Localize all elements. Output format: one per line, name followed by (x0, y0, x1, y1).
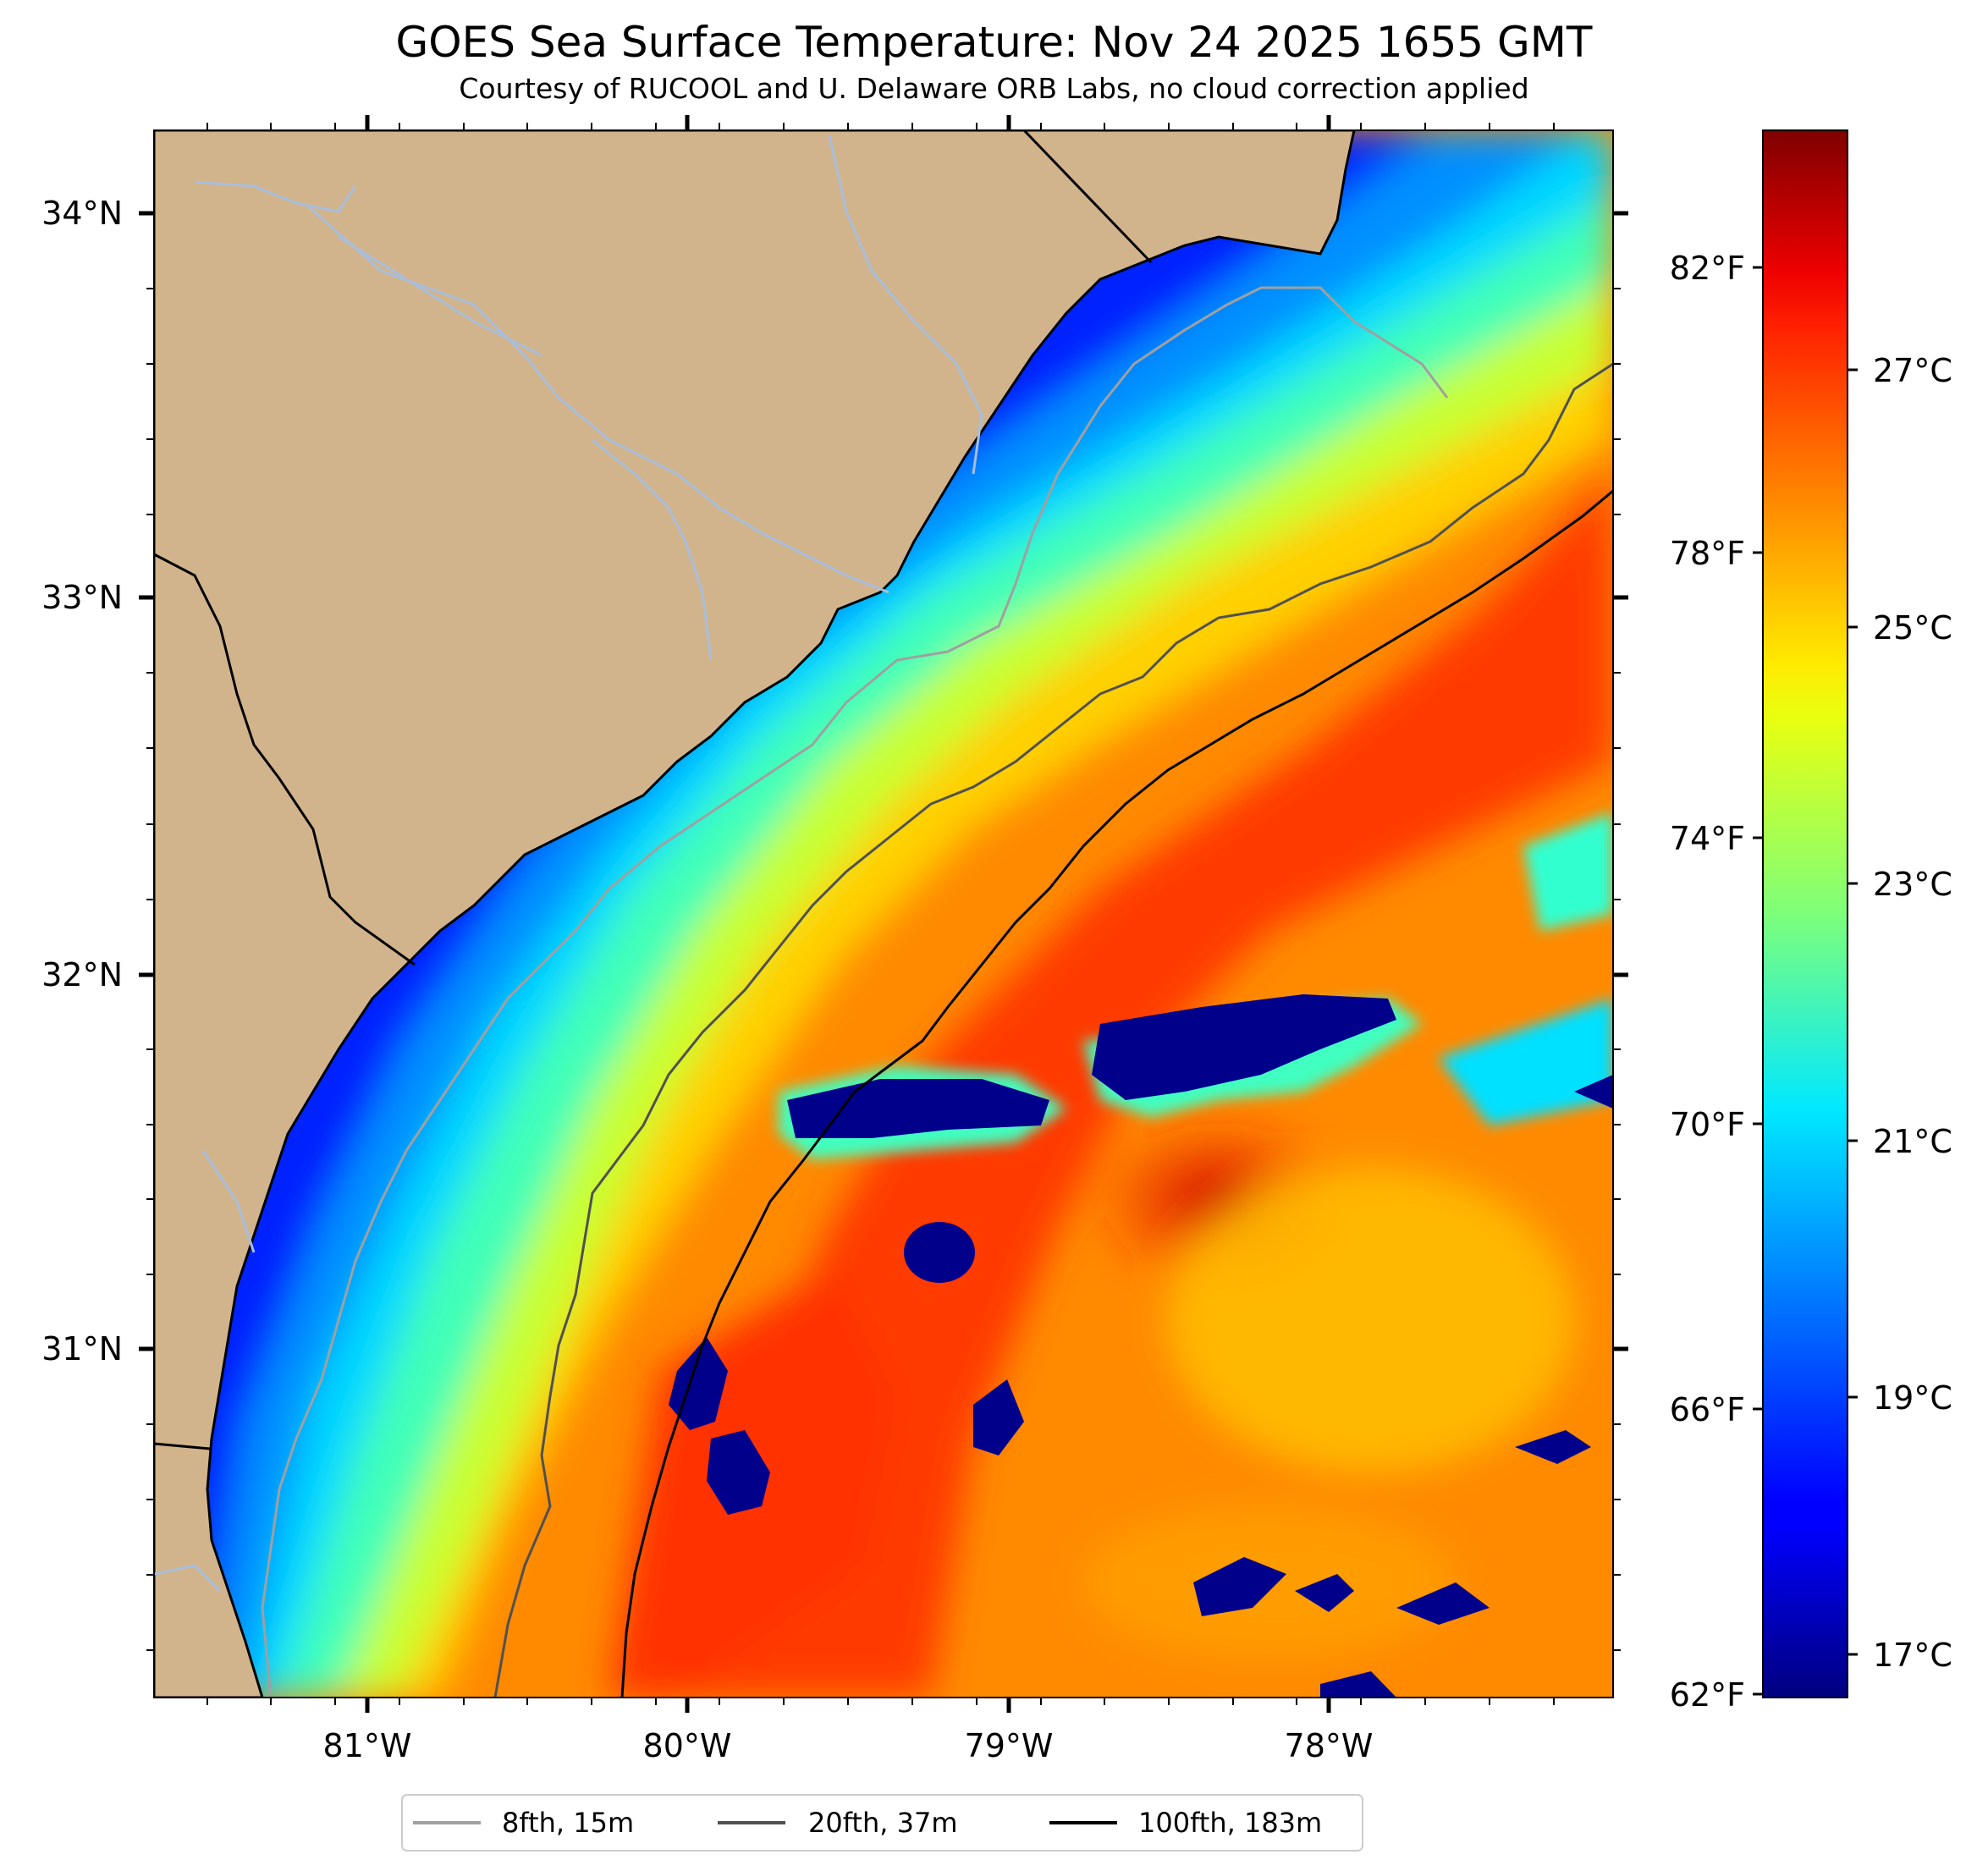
contour-8fth (261, 286, 1449, 1698)
minor-ticks (146, 123, 1621, 1705)
colorbar-f-label-82: 82°F (1670, 250, 1745, 287)
legend-label-20fth: 20fth, 37m (808, 1807, 957, 1839)
colorbar-f-label-78: 78°F (1670, 535, 1745, 572)
lat-label-33n: 33°N (41, 579, 123, 616)
map-frame (153, 129, 1614, 1698)
state-borders (154, 130, 1153, 1450)
map-title: GOES Sea Surface Temperature: Nov 24 202… (395, 18, 1593, 67)
legend-box (401, 1794, 1363, 1852)
colorbar-f-label-66: 66°F (1670, 1391, 1745, 1428)
legend: 8fth, 15m 20fth, 37m 100fth, 183m (401, 1794, 1363, 1852)
lon-label-79w: 79°W (965, 1727, 1054, 1764)
bathymetry-contours (261, 286, 1613, 1698)
contour-20fth (493, 362, 1613, 1698)
cloud-patches (669, 812, 1613, 1698)
colorbar-c-label-19: 19°C (1873, 1379, 1952, 1417)
land-mass (154, 130, 1356, 1698)
legend-label-8fth: 8fth, 15m (502, 1807, 634, 1839)
lon-label-78w: 78°W (1285, 1727, 1374, 1764)
lon-label-81w: 81°W (323, 1727, 412, 1764)
colorbar-f-label-70: 70°F (1670, 1106, 1745, 1143)
contour-100fth (620, 489, 1613, 1698)
colorbar-f-label-74: 74°F (1670, 820, 1745, 857)
rivers (154, 135, 983, 1593)
lat-label-34n: 34°N (41, 195, 123, 232)
lon-label-80w: 80°W (643, 1727, 732, 1764)
map-subtitle: Courtesy of RUCOOL and U. Delaware ORB L… (459, 72, 1529, 105)
lat-major-ticks (139, 211, 1628, 1351)
legend-label-100fth: 100fth, 183m (1138, 1807, 1322, 1839)
gulf-stream-warm (609, 474, 1613, 1698)
lat-label-31n: 31°N (41, 1330, 123, 1367)
lon-major-ticks (365, 115, 1331, 1713)
colorbar-f-label-62: 62°F (1670, 1676, 1745, 1714)
colorbar-c-label-17: 17°C (1873, 1637, 1952, 1674)
colorbar: 82°F 78°F 74°F 70°F 66°F 62°F 27°C 25°C … (1670, 129, 1952, 1714)
colorbar-c-label-23: 23°C (1873, 866, 1952, 903)
colorbar-gradient (1762, 129, 1848, 1698)
colorbar-c-label-21: 21°C (1873, 1123, 1952, 1160)
colorbar-c-label-25: 25°C (1873, 609, 1952, 647)
colorbar-c-label-27: 27°C (1873, 352, 1952, 389)
sst-map (154, 130, 1613, 1698)
lat-label-32n: 32°N (41, 956, 123, 993)
